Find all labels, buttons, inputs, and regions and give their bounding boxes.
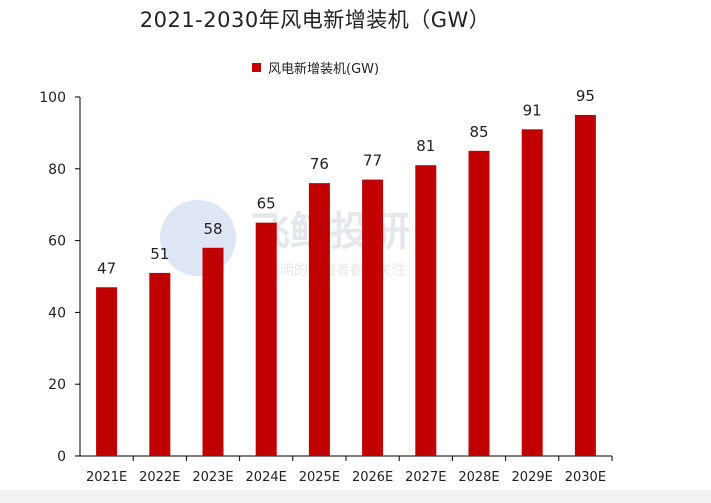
data-label: 51 bbox=[150, 245, 169, 263]
data-label: 76 bbox=[310, 155, 329, 173]
y-tick-label: 20 bbox=[48, 377, 66, 393]
watermark-subtitle: 聪明的投资者都在关注 bbox=[266, 263, 406, 279]
y-tick-label: 100 bbox=[39, 90, 66, 106]
x-tick-label: 2024E bbox=[246, 470, 287, 485]
x-tick-label: 2026E bbox=[352, 470, 393, 485]
data-label: 95 bbox=[576, 87, 595, 105]
data-label: 85 bbox=[469, 123, 488, 141]
bar bbox=[468, 150, 490, 456]
watermark-logo-icon bbox=[160, 200, 236, 276]
footer-band bbox=[0, 490, 711, 503]
bar bbox=[574, 114, 596, 456]
data-label: 58 bbox=[203, 220, 222, 238]
legend-label: 风电新增装机(GW) bbox=[268, 62, 380, 77]
legend-swatch bbox=[252, 63, 261, 72]
x-tick-label: 2030E bbox=[565, 470, 606, 485]
data-label: 65 bbox=[257, 195, 276, 213]
data-label: 91 bbox=[523, 101, 542, 119]
chart-title: 2021-2030年风电新增装机（GW） bbox=[139, 8, 491, 32]
bar bbox=[255, 222, 277, 456]
y-tick-label: 40 bbox=[48, 305, 66, 321]
bar bbox=[415, 165, 437, 456]
bar bbox=[521, 129, 543, 456]
bar bbox=[96, 287, 118, 456]
bar bbox=[362, 179, 384, 456]
x-tick-label: 2021E bbox=[86, 470, 127, 485]
bar bbox=[308, 183, 330, 456]
bar bbox=[149, 272, 171, 456]
x-tick-label: 2023E bbox=[192, 470, 233, 485]
bars: 47 51 58 65 76 77 81 85 91 95 bbox=[96, 87, 596, 456]
legend: 风电新增装机(GW) bbox=[252, 58, 379, 77]
x-tick-label: 2027E bbox=[405, 470, 446, 485]
x-tick-label: 2029E bbox=[512, 470, 553, 485]
data-label: 47 bbox=[97, 259, 116, 277]
data-label: 81 bbox=[416, 137, 435, 155]
y-tick-label: 60 bbox=[48, 234, 66, 250]
bar bbox=[202, 247, 224, 456]
x-tick-label: 2025E bbox=[299, 470, 340, 485]
y-tick-label: 80 bbox=[48, 162, 66, 178]
y-tick-label: 0 bbox=[57, 449, 66, 465]
data-label: 77 bbox=[363, 152, 382, 170]
x-tick-label: 2028E bbox=[458, 470, 499, 485]
x-tick-label: 2022E bbox=[139, 470, 180, 485]
